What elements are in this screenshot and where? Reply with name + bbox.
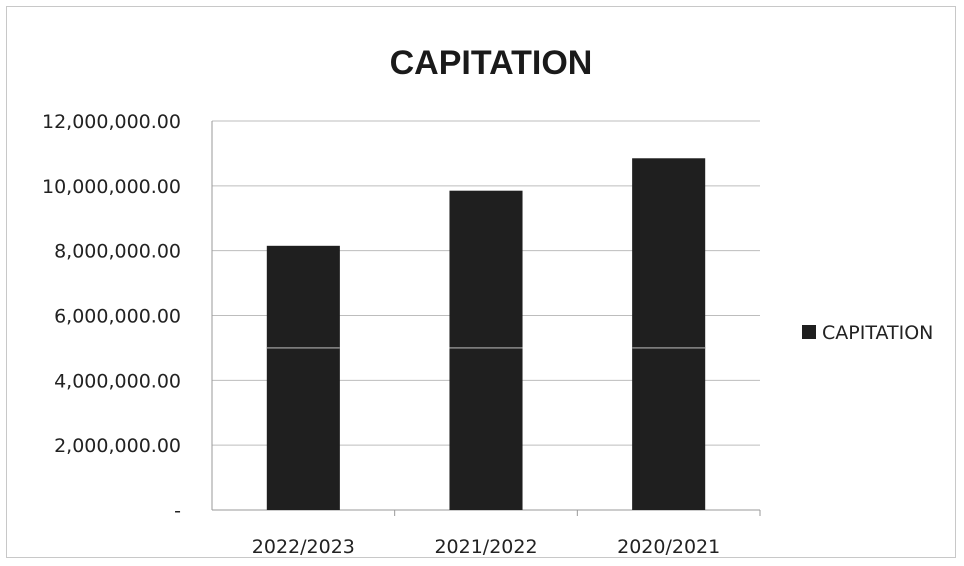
legend-swatch	[802, 325, 816, 339]
y-tick-label: 10,000,000.00	[42, 176, 181, 198]
bar	[449, 190, 523, 510]
y-tick-label: 4,000,000.00	[54, 370, 181, 392]
y-tick-label: 12,000,000.00	[42, 111, 181, 133]
bars	[266, 158, 706, 510]
y-axis-ticks: - 2,000,000.00 4,000,000.00 6,000,000.00 8,0…	[42, 111, 181, 522]
x-axis-ticks: 2022/2023 2021/2022 2020/2021	[252, 536, 720, 558]
x-tick-label: 2021/2022	[434, 536, 537, 558]
x-tick-label: 2022/2023	[252, 536, 355, 558]
y-tick-label: 8,000,000.00	[54, 241, 181, 263]
bar	[632, 158, 706, 510]
y-tick-label: -	[174, 500, 181, 522]
bar	[266, 245, 340, 510]
y-tick-label: 6,000,000.00	[54, 306, 181, 328]
chart-title: CAPITATION	[390, 44, 593, 82]
y-tick-label: 2,000,000.00	[54, 435, 181, 457]
legend: CAPITATION	[802, 322, 933, 344]
legend-label: CAPITATION	[822, 322, 933, 344]
x-tick-label: 2020/2021	[617, 536, 720, 558]
